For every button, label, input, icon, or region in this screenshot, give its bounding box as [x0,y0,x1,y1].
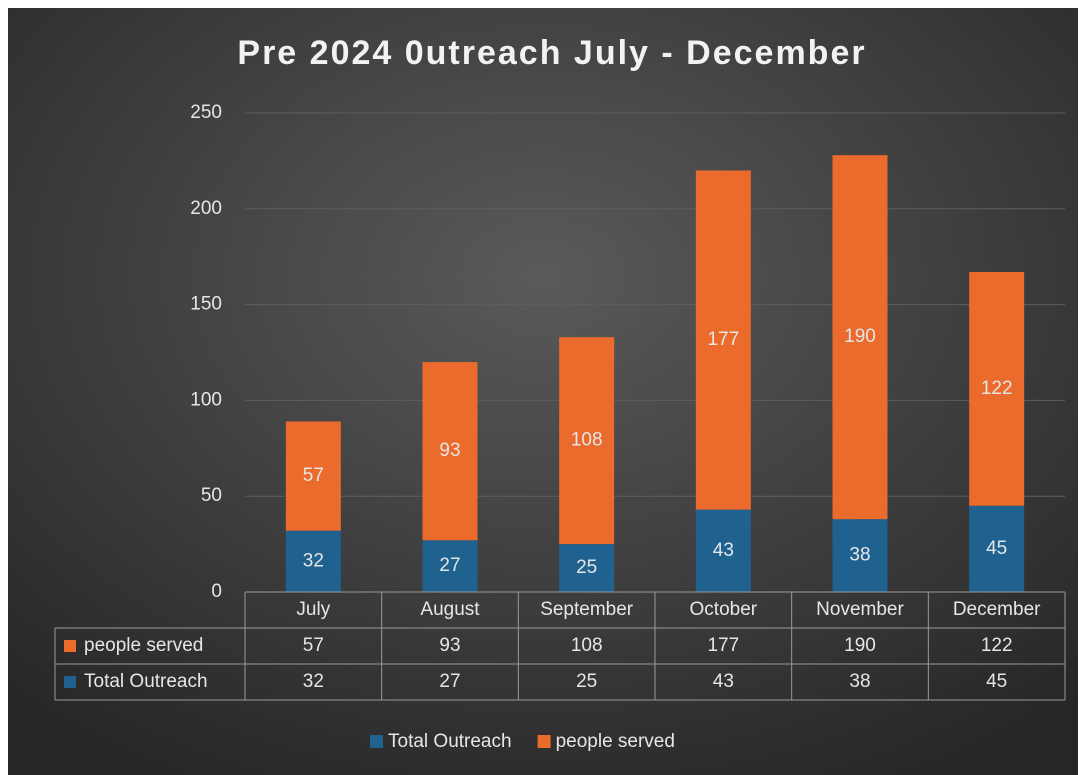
data-label: 57 [303,465,324,486]
data-label: 32 [303,550,324,571]
chart-title: Pre 2024 0utreach July - December [237,34,866,72]
bar-segment [695,509,751,592]
bar-segment [969,505,1025,592]
table-cell: 25 [576,671,597,692]
table-cell: 122 [981,635,1013,656]
y-tick-label: 100 [190,389,222,410]
data-label: 190 [844,326,876,347]
bar-segment [559,544,615,592]
x-tick-label: August [420,599,480,620]
table-cell: 27 [439,671,460,692]
y-tick-label: 150 [190,294,222,315]
table-cell: 177 [707,635,739,656]
legend-label: people served [556,731,675,752]
table-cell: 32 [303,671,324,692]
data-label: 38 [849,545,870,566]
bar-segment [422,362,478,541]
data-label: 45 [986,538,1007,559]
x-tick-label: October [690,599,758,620]
table-cell: 43 [713,671,734,692]
table-cell: 190 [844,635,876,656]
bar-segment [832,155,888,520]
x-tick-label: July [296,599,330,620]
y-tick-label: 250 [190,102,222,123]
table-cell: 93 [439,635,460,656]
table-cell: 45 [986,671,1007,692]
legend-label: Total Outreach [388,731,512,752]
data-label: 25 [576,557,597,578]
legend-key [370,735,383,748]
bar-segment [285,530,341,592]
data-label: 93 [439,440,460,461]
bar-segment [969,272,1025,506]
bar-segment [285,421,341,531]
data-label: 108 [571,430,603,451]
bar-segment [832,519,888,592]
table-row-label: people served [84,635,203,656]
y-tick-label: 0 [211,581,222,602]
data-label: 177 [707,329,739,350]
x-tick-label: December [953,599,1041,620]
table-cell: 57 [303,635,324,656]
data-label: 27 [439,555,460,576]
table-legend-key [64,676,76,688]
bar-segment [422,540,478,592]
chart-background [8,8,1078,775]
table-legend-key [64,640,76,652]
y-tick-label: 200 [190,198,222,219]
x-tick-label: September [540,599,634,620]
bar-segment [559,337,615,545]
legend-key [537,735,551,748]
x-tick-label: November [816,599,904,620]
data-label: 122 [981,378,1013,399]
y-tick-label: 50 [201,485,222,506]
bar-segment [695,170,751,510]
table-row-label: Total Outreach [84,671,208,692]
data-label: 43 [713,540,734,561]
table-cell: 108 [571,635,603,656]
table-cell: 38 [849,671,870,692]
